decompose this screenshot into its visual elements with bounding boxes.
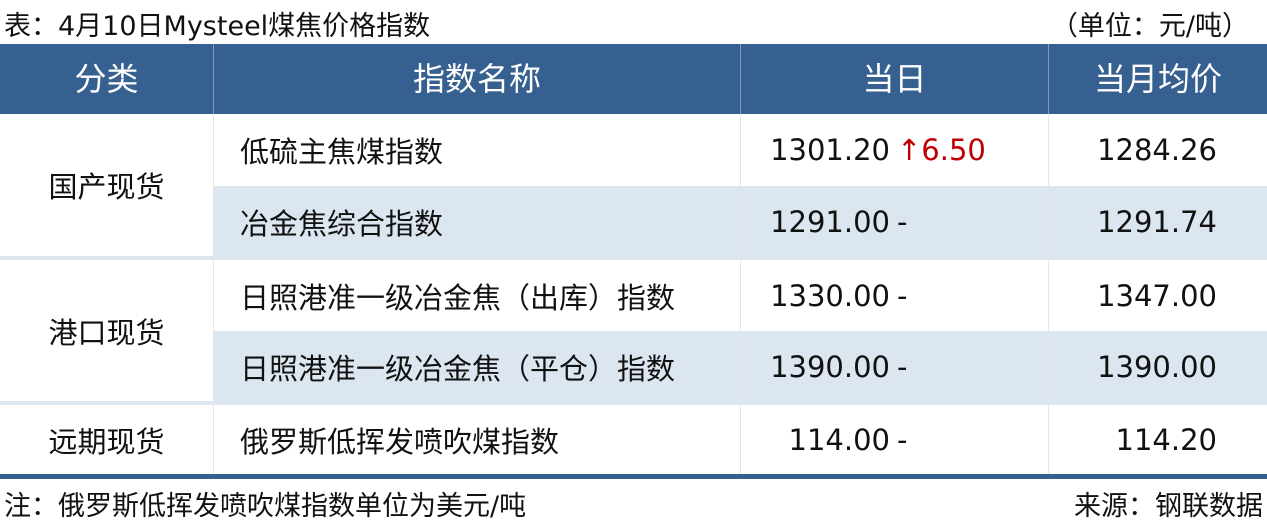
category-cell: 国产现货 [48, 170, 165, 204]
table-row: 俄罗斯低挥发喷吹煤指数 114.00 - 114.20 [213, 405, 1267, 474]
index-name: 日照港准一级冶金焦（出库）指数 [240, 281, 676, 315]
source-label: 来源：钢联数据 [1074, 491, 1263, 522]
index-name: 冶金焦综合指数 [240, 207, 444, 241]
column-divider [213, 114, 214, 474]
header-category: 分类 [0, 44, 214, 114]
footnote: 注：俄罗斯低挥发喷吹煤指数单位为美元/吨 [4, 491, 527, 522]
header-name: 指数名称 [214, 44, 741, 114]
day-change: - [897, 350, 908, 384]
month-avg: 1291.74 [1097, 205, 1217, 239]
category-cell: 远期现货 [48, 424, 165, 459]
table-row: 日照港准一级冶金焦（出库）指数 1330.00 - 1347.00 [213, 260, 1267, 332]
day-change: ↑6.50 [897, 133, 986, 167]
month-avg: 114.20 [1115, 422, 1217, 457]
month-avg: 1390.00 [1097, 350, 1217, 384]
table-header: 分类 指数名称 当日 当月均价 [0, 44, 1267, 114]
day-change: - [897, 422, 908, 457]
day-value: 1390.00 [770, 350, 890, 384]
category-cell: 港口现货 [48, 315, 165, 350]
month-avg: 1284.26 [1097, 133, 1217, 167]
month-avg: 1347.00 [1097, 279, 1217, 313]
index-name: 低硫主焦煤指数 [240, 135, 444, 169]
day-value: 114.00 [788, 422, 890, 457]
day-change: - [897, 279, 908, 313]
table-title: 表：4月10日Mysteel煤焦价格指数 [4, 11, 431, 42]
index-name: 俄罗斯低挥发喷吹煤指数 [240, 424, 560, 459]
table-row: 低硫主焦煤指数 1301.20 ↑6.50 1284.26 [213, 114, 1267, 186]
day-value: 1301.20 [770, 133, 890, 167]
header-month-avg: 当月均价 [1093, 60, 1222, 98]
column-divider [740, 114, 741, 474]
index-name: 日照港准一级冶金焦（平仓）指数 [240, 352, 676, 386]
group-divider [0, 401, 1267, 405]
day-value: 1330.00 [770, 279, 890, 313]
group-divider [0, 256, 1267, 260]
column-divider [1048, 114, 1049, 474]
day-change: - [897, 205, 908, 239]
day-value: 1291.00 [770, 205, 890, 239]
unit-label: （单位：元/吨） [1050, 11, 1249, 42]
table-bottom-border [0, 474, 1267, 479]
header-day: 当日 [741, 44, 1049, 114]
